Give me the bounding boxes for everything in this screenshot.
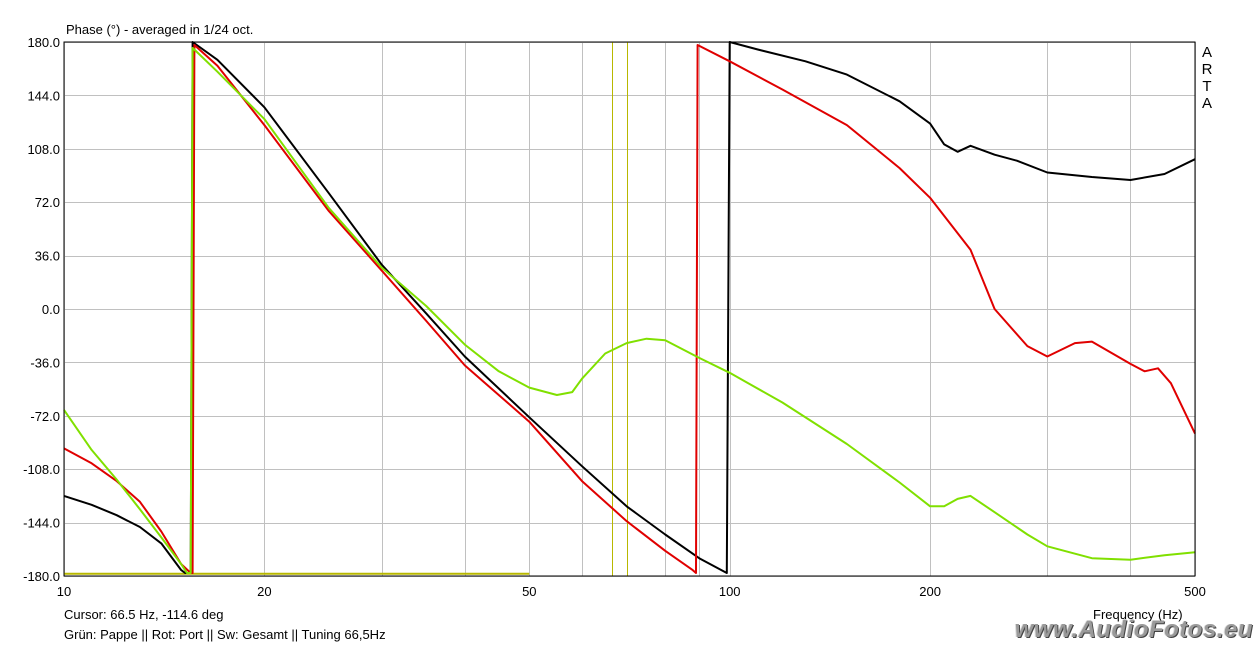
grid-layer <box>64 42 1196 577</box>
legend-text: Grün: Pappe || Rot: Port || Sw: Gesamt |… <box>64 627 386 642</box>
arta-brand: A R T A <box>1201 44 1213 112</box>
y-tick-label: -180.0 <box>23 569 60 584</box>
chart-title: Phase (°) - averaged in 1/24 oct. <box>66 22 254 37</box>
y-tick-label: 36.0 <box>35 249 60 264</box>
arta-letter: T <box>1202 78 1212 95</box>
x-tick-label: 20 <box>257 584 271 599</box>
arta-letter: R <box>1201 61 1213 78</box>
y-tick-label: -72.0 <box>30 409 60 424</box>
y-tick-label: 108.0 <box>27 142 60 157</box>
y-tick-label: 144.0 <box>27 88 60 103</box>
y-tick-label: -108.0 <box>23 462 60 477</box>
tick-labels: 180.0 144.0 108.0 72.0 36.0 0.0 -36.0 -72.0 -108… <box>23 35 1206 599</box>
arta-letter: A <box>1201 44 1212 61</box>
x-tick-label: 10 <box>57 584 71 599</box>
cursor-readout: Cursor: 66.5 Hz, -114.6 deg <box>64 607 224 622</box>
green-series-line <box>63 46 1196 574</box>
y-tick-label: 0.0 <box>42 302 60 317</box>
x-tick-label: 200 <box>919 584 941 599</box>
x-tick-label: 50 <box>522 584 536 599</box>
black-series-line <box>63 41 1196 574</box>
plot-frame <box>63 41 1196 577</box>
y-tick-label: -36.0 <box>30 355 60 370</box>
x-tick-label: 500 <box>1184 584 1206 599</box>
y-tick-label: -144.0 <box>23 516 60 531</box>
watermark-logo: www.AudioFotos.eu <box>1014 616 1253 643</box>
y-tick-label: 180.0 <box>27 35 60 50</box>
y-tick-label: 72.0 <box>35 195 60 210</box>
x-axis-label: Frequency (Hz) <box>1093 607 1183 622</box>
x-tick-label: 100 <box>719 584 741 599</box>
arta-letter: A <box>1201 95 1212 112</box>
series-layer <box>63 41 1196 576</box>
